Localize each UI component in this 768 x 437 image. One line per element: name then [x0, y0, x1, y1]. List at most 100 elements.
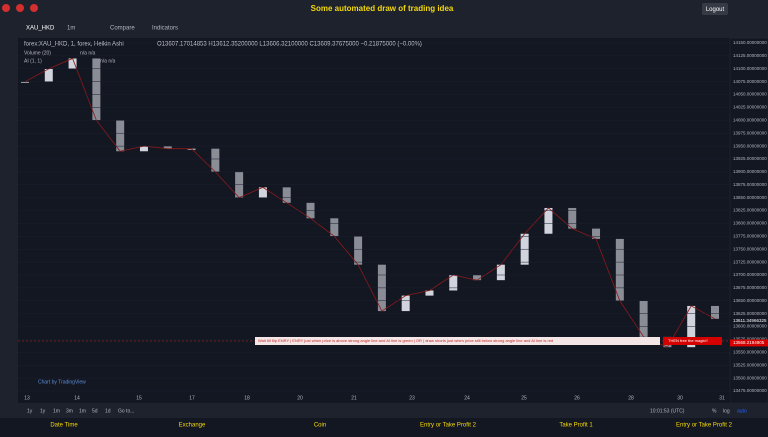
range-button[interactable]: 1m	[79, 408, 86, 414]
top-bar	[0, 0, 768, 17]
range-button[interactable]: 1y	[40, 408, 46, 414]
icon[interactable]	[2, 4, 10, 12]
bottom-bar	[18, 403, 768, 418]
interval[interactable]: 1m	[67, 26, 75, 32]
y-tick-label: 13925.00000000	[733, 156, 767, 161]
range-button[interactable]: 1y	[27, 408, 33, 414]
y-tick-label: 13725.00000000	[733, 259, 767, 264]
y-tick-label: 14050.00000000	[733, 92, 767, 97]
footer	[0, 418, 768, 432]
annotation-tag: THEN free the magic!!	[668, 338, 708, 343]
x-tick-label: 21	[351, 395, 357, 401]
y-tick-label: 13700.00000000	[733, 272, 767, 277]
x-tick-label: 24	[464, 395, 470, 401]
y-tick-label: 13875.00000000	[733, 182, 767, 187]
annotation-price-tag	[730, 339, 768, 347]
candle	[116, 120, 125, 152]
y-tick-label: 13975.00000000	[733, 130, 767, 135]
candle	[211, 148, 220, 172]
toolbar	[0, 17, 768, 38]
x-tick-label: 31	[719, 395, 725, 401]
candle	[92, 58, 101, 121]
legend-symbol: forex:XAU_HKD, 1, forex, Heikin Ashi	[24, 42, 124, 48]
y-tick-label: 13500.00000000	[733, 375, 767, 380]
y-tick-label: 13750.00000000	[733, 246, 767, 251]
y-tick-label: 14100.00000000	[733, 66, 767, 71]
footer-column: Entry or Take Profit 2	[676, 423, 733, 429]
time-axis	[18, 393, 730, 403]
candle	[330, 218, 339, 237]
icon[interactable]	[30, 4, 38, 12]
x-tick-label: 26	[574, 395, 580, 401]
y-tick-label: 13650.00000000	[733, 298, 767, 303]
y-tick-label: 13800.00000000	[733, 221, 767, 226]
annotation-box	[255, 337, 660, 345]
plot	[21, 57, 719, 348]
x-tick-label: 14	[74, 395, 80, 401]
footer-column: Take Profit 1	[559, 423, 593, 429]
candle	[258, 187, 267, 198]
y-tick-label: 13525.00000000	[733, 362, 767, 367]
y-tick-label: 14150.00000000	[733, 40, 767, 45]
footer-column: Date Time	[50, 423, 78, 429]
x-tick-label: 28	[628, 395, 634, 401]
range-button[interactable]: 3m	[66, 408, 73, 414]
candle	[163, 146, 172, 149]
page-title: Some automated draw of trading idea	[311, 4, 454, 13]
candle	[282, 187, 291, 203]
range-button[interactable]: 1m	[53, 408, 60, 414]
candle	[44, 68, 53, 82]
legend-na: n/a n/a	[100, 58, 116, 64]
indicators[interactable]: Indicators	[152, 26, 178, 32]
legend-na: n/a n/a	[80, 50, 96, 56]
range-button[interactable]: Go to...	[118, 408, 134, 414]
x-tick-label: 25	[521, 395, 527, 401]
candle	[401, 295, 410, 312]
candle	[354, 236, 363, 265]
candle	[68, 58, 77, 69]
candle	[615, 238, 624, 301]
last-price-label: 13611.34966325	[733, 318, 767, 323]
footer-column: Coin	[314, 423, 326, 429]
clock: 10:01:53 (UTC)	[650, 408, 685, 414]
y-tick-label: 13825.00000000	[733, 208, 767, 213]
x-tick-label: 18	[244, 395, 250, 401]
legend-volume: Volume (20)	[24, 50, 51, 56]
last-price-tag	[730, 317, 768, 325]
percent[interactable]: %	[712, 408, 717, 414]
y-tick-label: 13775.00000000	[733, 234, 767, 239]
y-tick-label: 13475.00000000	[733, 388, 767, 393]
x-tick-label: 17	[189, 395, 195, 401]
annotation-text: Wait till flip ENRY | ENRY just when pri…	[258, 338, 553, 343]
y-tick-label: 13575.00000000	[733, 337, 767, 342]
y-tick-label: 14000.00000000	[733, 118, 767, 123]
credit[interactable]: Chart by TradingView	[38, 379, 86, 385]
legend-ohlc: O13607.17014853 H13612.35200000 L13606.3…	[157, 42, 422, 48]
x-tick-label: 20	[297, 395, 303, 401]
logout-label[interactable]: Logout	[706, 7, 725, 13]
x-tick-label: 13	[24, 395, 30, 401]
auto[interactable]: auto	[737, 408, 747, 414]
y-tick-label: 13900.00000000	[733, 169, 767, 174]
y-tick-label: 13675.00000000	[733, 285, 767, 290]
logout-button[interactable]	[702, 3, 728, 15]
y-tick-label: 13950.00000000	[733, 143, 767, 148]
icon[interactable]	[16, 4, 24, 12]
annotation-tag-box	[663, 337, 722, 345]
tool-column	[0, 38, 18, 418]
compare[interactable]: Compare	[110, 26, 135, 32]
log[interactable]: log	[723, 408, 730, 414]
candle	[711, 305, 719, 319]
y-tick-label: 14125.00000000	[733, 53, 767, 58]
x-tick-label: 30	[677, 395, 683, 401]
annotation-price-label: 13568.2194905	[733, 340, 765, 345]
range-button[interactable]: 1d	[105, 408, 111, 414]
y-tick-label: 13850.00000000	[733, 195, 767, 200]
footer-column: Entry or Take Profit 2	[420, 423, 477, 429]
x-tick-label: 15	[136, 395, 142, 401]
range-button[interactable]: 5d	[92, 408, 98, 414]
price-line	[24, 57, 716, 348]
symbol[interactable]: XAU_HKD	[26, 26, 55, 32]
candle	[592, 228, 601, 239]
